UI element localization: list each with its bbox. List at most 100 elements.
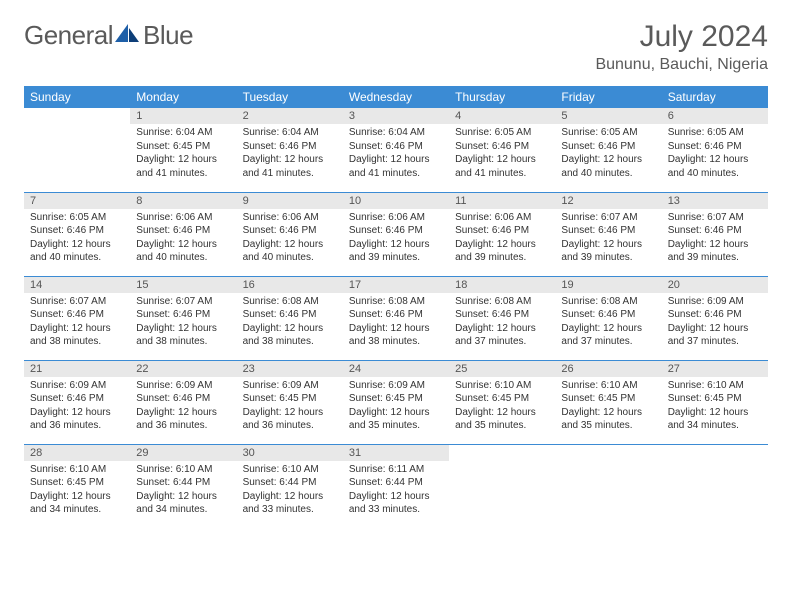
- daylight-text: Daylight: 12 hours and 37 minutes.: [455, 322, 549, 349]
- day-number: 21: [24, 361, 130, 377]
- sunrise-text: Sunrise: 6:11 AM: [349, 463, 443, 477]
- sunrise-text: Sunrise: 6:09 AM: [30, 379, 124, 393]
- calendar-day-cell: 3Sunrise: 6:04 AMSunset: 6:46 PMDaylight…: [343, 108, 449, 192]
- day-details: Sunrise: 6:08 AMSunset: 6:46 PMDaylight:…: [555, 293, 661, 353]
- day-number: 4: [449, 108, 555, 124]
- day-number: 12: [555, 193, 661, 209]
- calendar-day-cell: 21Sunrise: 6:09 AMSunset: 6:46 PMDayligh…: [24, 360, 130, 444]
- day-number: 16: [237, 277, 343, 293]
- sunset-text: Sunset: 6:46 PM: [136, 308, 230, 322]
- weekday-header: Saturday: [662, 86, 768, 108]
- daylight-text: Daylight: 12 hours and 40 minutes.: [30, 238, 124, 265]
- sunset-text: Sunset: 6:46 PM: [136, 392, 230, 406]
- sunrise-text: Sunrise: 6:10 AM: [243, 463, 337, 477]
- sunset-text: Sunset: 6:46 PM: [668, 140, 762, 154]
- day-details: Sunrise: 6:08 AMSunset: 6:46 PMDaylight:…: [343, 293, 449, 353]
- daylight-text: Daylight: 12 hours and 40 minutes.: [136, 238, 230, 265]
- calendar-day-cell: [449, 444, 555, 528]
- sunrise-text: Sunrise: 6:09 AM: [243, 379, 337, 393]
- logo-text-general: General: [24, 20, 113, 51]
- daylight-text: Daylight: 12 hours and 39 minutes.: [349, 238, 443, 265]
- sunset-text: Sunset: 6:46 PM: [136, 224, 230, 238]
- sunset-text: Sunset: 6:46 PM: [30, 308, 124, 322]
- day-details: Sunrise: 6:09 AMSunset: 6:46 PMDaylight:…: [662, 293, 768, 353]
- sunrise-text: Sunrise: 6:07 AM: [561, 211, 655, 225]
- weekday-header: Sunday: [24, 86, 130, 108]
- day-number: 23: [237, 361, 343, 377]
- day-details: Sunrise: 6:08 AMSunset: 6:46 PMDaylight:…: [449, 293, 555, 353]
- calendar-day-cell: 1Sunrise: 6:04 AMSunset: 6:45 PMDaylight…: [130, 108, 236, 192]
- sunset-text: Sunset: 6:44 PM: [243, 476, 337, 490]
- sunset-text: Sunset: 6:45 PM: [349, 392, 443, 406]
- calendar-table: Sunday Monday Tuesday Wednesday Thursday…: [24, 86, 768, 528]
- sunrise-text: Sunrise: 6:06 AM: [136, 211, 230, 225]
- calendar-day-cell: 10Sunrise: 6:06 AMSunset: 6:46 PMDayligh…: [343, 192, 449, 276]
- title-block: July 2024 Bununu, Bauchi, Nigeria: [595, 20, 768, 74]
- calendar-day-cell: 24Sunrise: 6:09 AMSunset: 6:45 PMDayligh…: [343, 360, 449, 444]
- sunset-text: Sunset: 6:46 PM: [30, 392, 124, 406]
- calendar-day-cell: 17Sunrise: 6:08 AMSunset: 6:46 PMDayligh…: [343, 276, 449, 360]
- daylight-text: Daylight: 12 hours and 40 minutes.: [668, 153, 762, 180]
- calendar-day-cell: 12Sunrise: 6:07 AMSunset: 6:46 PMDayligh…: [555, 192, 661, 276]
- sunrise-text: Sunrise: 6:07 AM: [136, 295, 230, 309]
- day-details: Sunrise: 6:10 AMSunset: 6:45 PMDaylight:…: [662, 377, 768, 437]
- sunset-text: Sunset: 6:46 PM: [243, 224, 337, 238]
- day-number: 6: [662, 108, 768, 124]
- sunrise-text: Sunrise: 6:07 AM: [668, 211, 762, 225]
- weekday-header: Wednesday: [343, 86, 449, 108]
- day-number: 14: [24, 277, 130, 293]
- calendar-day-cell: 31Sunrise: 6:11 AMSunset: 6:44 PMDayligh…: [343, 444, 449, 528]
- calendar-day-cell: 4Sunrise: 6:05 AMSunset: 6:46 PMDaylight…: [449, 108, 555, 192]
- day-number: 13: [662, 193, 768, 209]
- daylight-text: Daylight: 12 hours and 35 minutes.: [561, 406, 655, 433]
- sunset-text: Sunset: 6:45 PM: [561, 392, 655, 406]
- sunrise-text: Sunrise: 6:04 AM: [349, 126, 443, 140]
- daylight-text: Daylight: 12 hours and 33 minutes.: [349, 490, 443, 517]
- calendar-day-cell: 26Sunrise: 6:10 AMSunset: 6:45 PMDayligh…: [555, 360, 661, 444]
- day-number: 26: [555, 361, 661, 377]
- day-number: 9: [237, 193, 343, 209]
- day-details: Sunrise: 6:10 AMSunset: 6:44 PMDaylight:…: [130, 461, 236, 521]
- daylight-text: Daylight: 12 hours and 34 minutes.: [668, 406, 762, 433]
- daylight-text: Daylight: 12 hours and 40 minutes.: [561, 153, 655, 180]
- day-number: 17: [343, 277, 449, 293]
- logo: General Blue: [24, 20, 193, 51]
- day-details: Sunrise: 6:08 AMSunset: 6:46 PMDaylight:…: [237, 293, 343, 353]
- calendar-day-cell: 25Sunrise: 6:10 AMSunset: 6:45 PMDayligh…: [449, 360, 555, 444]
- day-details: Sunrise: 6:04 AMSunset: 6:46 PMDaylight:…: [343, 124, 449, 184]
- sunrise-text: Sunrise: 6:07 AM: [30, 295, 124, 309]
- sunset-text: Sunset: 6:46 PM: [561, 308, 655, 322]
- day-details: Sunrise: 6:05 AMSunset: 6:46 PMDaylight:…: [449, 124, 555, 184]
- daylight-text: Daylight: 12 hours and 39 minutes.: [668, 238, 762, 265]
- calendar-day-cell: 5Sunrise: 6:05 AMSunset: 6:46 PMDaylight…: [555, 108, 661, 192]
- day-number: 5: [555, 108, 661, 124]
- sunrise-text: Sunrise: 6:10 AM: [455, 379, 549, 393]
- daylight-text: Daylight: 12 hours and 34 minutes.: [136, 490, 230, 517]
- sunset-text: Sunset: 6:46 PM: [349, 224, 443, 238]
- daylight-text: Daylight: 12 hours and 37 minutes.: [668, 322, 762, 349]
- calendar-day-cell: 11Sunrise: 6:06 AMSunset: 6:46 PMDayligh…: [449, 192, 555, 276]
- day-details: Sunrise: 6:10 AMSunset: 6:45 PMDaylight:…: [24, 461, 130, 521]
- sunset-text: Sunset: 6:46 PM: [668, 224, 762, 238]
- sunset-text: Sunset: 6:45 PM: [455, 392, 549, 406]
- calendar-week-row: 28Sunrise: 6:10 AMSunset: 6:45 PMDayligh…: [24, 444, 768, 528]
- sunset-text: Sunset: 6:46 PM: [349, 308, 443, 322]
- sunset-text: Sunset: 6:45 PM: [30, 476, 124, 490]
- sunrise-text: Sunrise: 6:05 AM: [561, 126, 655, 140]
- day-number: 27: [662, 361, 768, 377]
- calendar-day-cell: 29Sunrise: 6:10 AMSunset: 6:44 PMDayligh…: [130, 444, 236, 528]
- sunrise-text: Sunrise: 6:10 AM: [30, 463, 124, 477]
- day-details: Sunrise: 6:10 AMSunset: 6:45 PMDaylight:…: [555, 377, 661, 437]
- calendar-day-cell: 8 Sunrise: 6:06 AMSunset: 6:46 PMDaylight…: [130, 192, 236, 276]
- daylight-text: Daylight: 12 hours and 34 minutes.: [30, 490, 124, 517]
- daylight-text: Daylight: 12 hours and 41 minutes.: [243, 153, 337, 180]
- day-number: 25: [449, 361, 555, 377]
- daylight-text: Daylight: 12 hours and 38 minutes.: [136, 322, 230, 349]
- sunset-text: Sunset: 6:45 PM: [668, 392, 762, 406]
- day-details: Sunrise: 6:06 AMSunset: 6:46 PMDaylight:…: [449, 209, 555, 269]
- day-number: 19: [555, 277, 661, 293]
- day-number: 8: [130, 193, 236, 209]
- day-number: 29: [130, 445, 236, 461]
- day-number: 2: [237, 108, 343, 124]
- calendar-week-row: 1Sunrise: 6:04 AMSunset: 6:45 PMDaylight…: [24, 108, 768, 192]
